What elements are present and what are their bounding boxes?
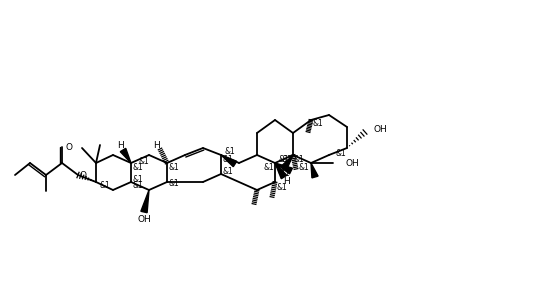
Text: &1: &1 xyxy=(169,180,180,189)
Text: &1: &1 xyxy=(133,180,143,189)
Text: &1: &1 xyxy=(169,162,180,171)
Text: &1: &1 xyxy=(282,155,292,164)
Text: H: H xyxy=(283,176,291,185)
Text: &1: &1 xyxy=(225,146,235,155)
Text: &1: &1 xyxy=(276,182,287,191)
Text: &1: &1 xyxy=(223,167,233,176)
Text: OH: OH xyxy=(137,214,151,223)
Text: H: H xyxy=(154,140,160,149)
Text: O: O xyxy=(65,142,72,151)
Polygon shape xyxy=(311,163,318,178)
Text: &1: &1 xyxy=(138,157,149,166)
Text: &1: &1 xyxy=(223,155,233,164)
Text: &1: &1 xyxy=(263,164,274,173)
Text: &1: &1 xyxy=(133,176,143,185)
Text: &1: &1 xyxy=(313,119,324,128)
Text: H: H xyxy=(278,167,285,176)
Text: &1: &1 xyxy=(280,169,291,178)
Text: OH: OH xyxy=(345,158,359,167)
Polygon shape xyxy=(275,163,287,179)
Text: &1: &1 xyxy=(279,155,289,164)
Polygon shape xyxy=(141,190,149,213)
Text: &1: &1 xyxy=(133,162,143,171)
Polygon shape xyxy=(120,148,131,163)
Text: OH: OH xyxy=(373,124,387,133)
Text: H: H xyxy=(117,142,123,151)
Polygon shape xyxy=(281,155,293,170)
Text: &1: &1 xyxy=(335,149,346,158)
Text: O: O xyxy=(80,171,87,180)
Polygon shape xyxy=(221,155,237,167)
Polygon shape xyxy=(275,163,293,174)
Text: &1: &1 xyxy=(100,180,110,189)
Text: &1: &1 xyxy=(299,164,309,173)
Text: &1: &1 xyxy=(294,155,305,164)
